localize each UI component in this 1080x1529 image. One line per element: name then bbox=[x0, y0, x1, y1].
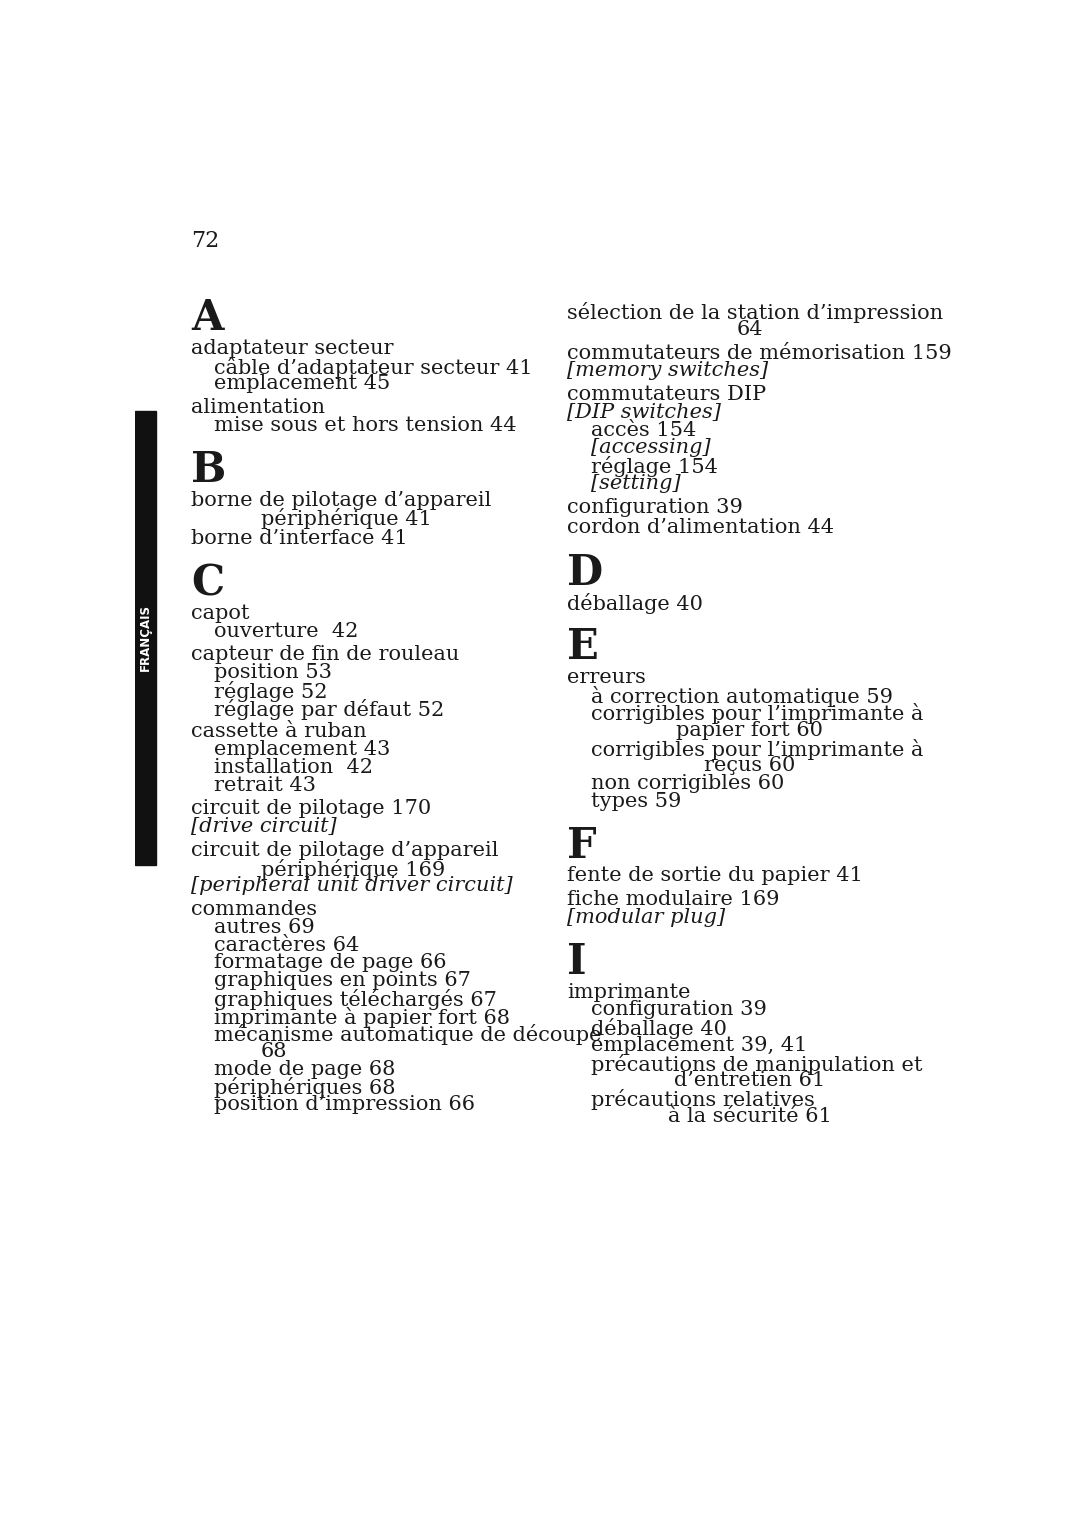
Text: types 59: types 59 bbox=[591, 792, 681, 810]
Text: autres 69: autres 69 bbox=[214, 917, 314, 937]
Text: à correction automatique 59: à correction automatique 59 bbox=[591, 685, 893, 706]
Text: emplacement 39, 41: emplacement 39, 41 bbox=[591, 1035, 807, 1055]
Text: B: B bbox=[191, 450, 226, 491]
Text: d’entretien 61: d’entretien 61 bbox=[674, 1072, 825, 1090]
Text: périphérique 169: périphérique 169 bbox=[260, 859, 445, 879]
Text: à la sécurité 61: à la sécurité 61 bbox=[667, 1107, 832, 1125]
Text: cassette à ruban: cassette à ruban bbox=[191, 723, 366, 742]
Text: circuit de pilotage 170: circuit de pilotage 170 bbox=[191, 800, 431, 818]
Text: caractères 64: caractères 64 bbox=[214, 936, 360, 954]
Text: 64: 64 bbox=[737, 320, 762, 339]
Text: C: C bbox=[191, 563, 224, 604]
Text: déballage 40: déballage 40 bbox=[567, 593, 703, 615]
Text: position 53: position 53 bbox=[214, 664, 332, 682]
Text: borne d’interface 41: borne d’interface 41 bbox=[191, 529, 407, 549]
Text: [setting]: [setting] bbox=[591, 474, 680, 492]
Text: papier fort 60: papier fort 60 bbox=[676, 722, 823, 740]
Text: [drive circuit]: [drive circuit] bbox=[191, 816, 337, 836]
Text: configuration 39: configuration 39 bbox=[591, 1000, 767, 1020]
Text: imprimante: imprimante bbox=[567, 983, 691, 1001]
Text: mode de page 68: mode de page 68 bbox=[214, 1060, 395, 1079]
Text: retrait 43: retrait 43 bbox=[214, 775, 316, 795]
Text: précautions de manipulation et: précautions de manipulation et bbox=[591, 1053, 922, 1075]
Text: position d’impression 66: position d’impression 66 bbox=[214, 1095, 475, 1115]
Text: E: E bbox=[567, 627, 599, 668]
Text: commutateurs DIP: commutateurs DIP bbox=[567, 385, 767, 404]
Text: 72: 72 bbox=[191, 229, 219, 252]
Text: fiche modulaire 169: fiche modulaire 169 bbox=[567, 890, 780, 910]
Text: non corrigibles 60: non corrigibles 60 bbox=[591, 774, 784, 794]
Text: capot: capot bbox=[191, 604, 249, 622]
Text: D: D bbox=[567, 552, 604, 593]
Text: fente de sortie du papier 41: fente de sortie du papier 41 bbox=[567, 867, 863, 885]
Text: corrigibles pour l’imprimante à: corrigibles pour l’imprimante à bbox=[591, 739, 923, 760]
Text: [modular plug]: [modular plug] bbox=[567, 908, 726, 927]
Text: déballage 40: déballage 40 bbox=[591, 1018, 727, 1040]
Text: configuration 39: configuration 39 bbox=[567, 497, 743, 517]
Text: F: F bbox=[567, 824, 597, 867]
Text: réglage par défaut 52: réglage par défaut 52 bbox=[214, 699, 444, 720]
Text: [memory switches]: [memory switches] bbox=[567, 361, 769, 381]
Text: périphériques 68: périphériques 68 bbox=[214, 1078, 395, 1098]
Text: borne de pilotage d’appareil: borne de pilotage d’appareil bbox=[191, 491, 491, 509]
Text: mécanisme automatique de découpe: mécanisme automatique de découpe bbox=[214, 1024, 602, 1046]
Text: installation  42: installation 42 bbox=[214, 758, 373, 777]
Text: A: A bbox=[191, 298, 224, 339]
Text: cordon d’alimentation 44: cordon d’alimentation 44 bbox=[567, 518, 835, 537]
Text: imprimante à papier fort 68: imprimante à papier fort 68 bbox=[214, 1006, 510, 1027]
Text: [peripheral unit driver circuit]: [peripheral unit driver circuit] bbox=[191, 876, 512, 896]
Text: câble d’adaptateur secteur 41: câble d’adaptateur secteur 41 bbox=[214, 356, 532, 378]
Text: corrigibles pour l’imprimante à: corrigibles pour l’imprimante à bbox=[591, 703, 923, 725]
Text: réglage 52: réglage 52 bbox=[214, 680, 327, 702]
Text: erreurs: erreurs bbox=[567, 668, 646, 687]
Text: formatage de page 66: formatage de page 66 bbox=[214, 954, 446, 972]
Text: emplacement 43: emplacement 43 bbox=[214, 740, 391, 760]
Text: graphiques en points 67: graphiques en points 67 bbox=[214, 971, 471, 991]
Text: emplacement 45: emplacement 45 bbox=[214, 375, 390, 393]
Text: reçus 60: reçus 60 bbox=[704, 757, 795, 775]
Text: sélection de la station d’impression: sélection de la station d’impression bbox=[567, 303, 944, 323]
Text: I: I bbox=[567, 942, 586, 983]
Text: alimentation: alimentation bbox=[191, 399, 325, 417]
Text: ouverture  42: ouverture 42 bbox=[214, 622, 359, 641]
Text: [DIP switches]: [DIP switches] bbox=[567, 404, 721, 422]
Text: mise sous et hors tension 44: mise sous et hors tension 44 bbox=[214, 416, 516, 436]
Text: commutateurs de mémorisation 159: commutateurs de mémorisation 159 bbox=[567, 344, 953, 362]
Text: adaptateur secteur: adaptateur secteur bbox=[191, 339, 393, 358]
Text: FRANÇAIS: FRANÇAIS bbox=[139, 604, 152, 671]
Text: accès 154: accès 154 bbox=[591, 420, 696, 440]
Text: 68: 68 bbox=[260, 1043, 287, 1061]
Text: circuit de pilotage d’appareil: circuit de pilotage d’appareil bbox=[191, 841, 498, 859]
Text: capteur de fin de rouleau: capteur de fin de rouleau bbox=[191, 645, 459, 665]
Text: précautions relatives: précautions relatives bbox=[591, 1089, 814, 1110]
Text: périphérique 41: périphérique 41 bbox=[260, 509, 431, 529]
Bar bbox=[135, 411, 156, 865]
Text: réglage 154: réglage 154 bbox=[591, 456, 717, 477]
Text: graphiques téléchargés 67: graphiques téléchargés 67 bbox=[214, 989, 497, 1009]
Text: commandes: commandes bbox=[191, 901, 316, 919]
Text: [accessing]: [accessing] bbox=[591, 439, 711, 457]
